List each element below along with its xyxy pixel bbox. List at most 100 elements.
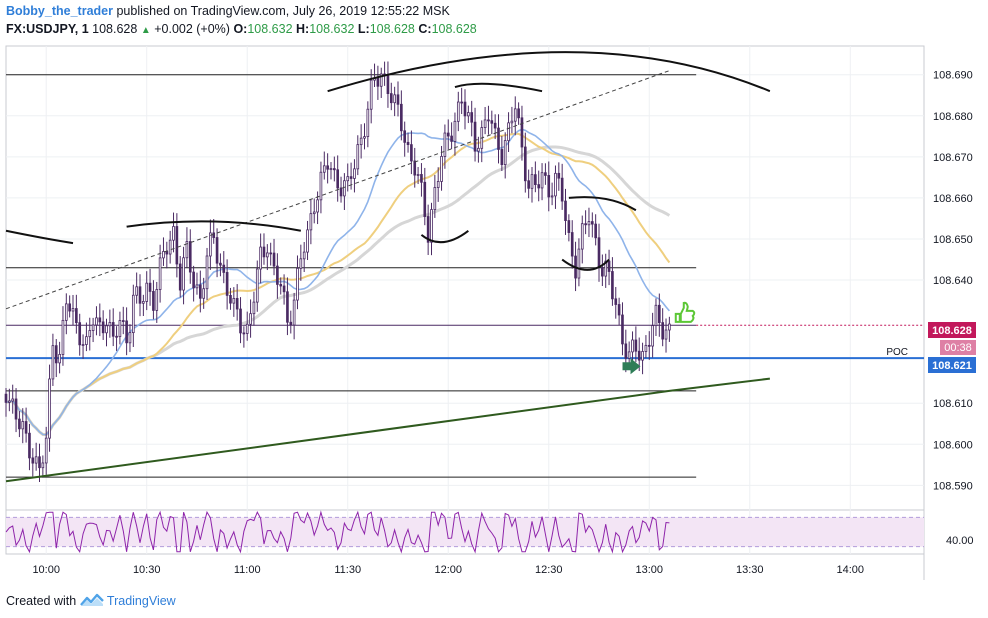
author-name[interactable]: Bobby_the_trader [6, 4, 113, 18]
candle-body [155, 289, 159, 311]
countdown-tag-text: 00:38 [944, 342, 972, 354]
candle-body [557, 172, 561, 179]
candle-body [393, 94, 396, 104]
candle-body [560, 177, 564, 202]
candle-body [453, 120, 457, 142]
candle-body [430, 209, 433, 243]
candle-body [343, 180, 346, 197]
candle-body [507, 122, 510, 142]
candle-body [410, 144, 413, 162]
candle-body [621, 314, 624, 345]
ohlc-legend: FX:USDJPY, 1 108.628 ▲ +0.002 (+0%) O:10… [6, 22, 477, 36]
price-tick-label: 108.650 [933, 234, 973, 246]
candle-body [661, 322, 664, 340]
price-tick-label: 108.640 [933, 275, 973, 287]
poc-price-tag [928, 357, 976, 373]
candle-body [252, 301, 256, 315]
candle-body [188, 241, 192, 273]
channel-trendline [5, 70, 670, 310]
candle-body [302, 251, 306, 260]
time-tick-label: 10:00 [32, 564, 60, 576]
tradingview-link[interactable]: TradingView [106, 594, 176, 608]
candle-body [202, 288, 205, 299]
candle-body [222, 264, 226, 273]
price-tick-label: 108.670 [933, 152, 973, 164]
candle-body [68, 303, 71, 312]
candle-body [366, 108, 370, 137]
candle-body [115, 335, 118, 338]
candle-body [657, 304, 661, 323]
candle-body [487, 119, 490, 122]
candle-body [118, 320, 122, 338]
candle-body [312, 211, 316, 215]
candle-body [379, 73, 383, 87]
arc-top-right [454, 82, 543, 93]
candle-body [446, 132, 450, 137]
candle-body [668, 323, 671, 331]
candle-body [319, 171, 323, 201]
candles [4, 61, 671, 482]
time-tick-label: 13:30 [736, 564, 764, 576]
low-value: 108.628 [369, 22, 415, 36]
countdown-tag [940, 340, 976, 355]
candle-body [142, 301, 145, 304]
up-triangle-icon: ▲ [140, 25, 151, 36]
candle-body [75, 308, 78, 324]
ma-fast-line [5, 128, 671, 436]
rsi-line [5, 510, 670, 554]
candle-body [416, 174, 420, 176]
candle-body [554, 172, 557, 197]
candle-body [249, 313, 252, 325]
candle-body [235, 298, 239, 310]
candle-body [346, 176, 350, 182]
time-tick-label: 11:30 [334, 564, 361, 576]
high-value: 108.632 [309, 22, 355, 36]
candle-body [664, 329, 668, 340]
support-trendline [5, 377, 771, 483]
candle-body [105, 325, 108, 334]
candle-body [21, 421, 25, 430]
tradingview-logo-icon [79, 593, 104, 606]
candle-body [121, 320, 125, 322]
candle-body [400, 103, 403, 132]
candle-body [165, 251, 169, 255]
candle-body [85, 336, 88, 345]
rsi-tick-label: 40.00 [946, 535, 974, 547]
candle-body [4, 393, 8, 403]
candle-body [577, 248, 581, 279]
rsi-indicator [5, 510, 924, 554]
candle-body [48, 378, 51, 439]
candle-body [654, 304, 658, 327]
time-tick-label: 12:30 [535, 564, 563, 576]
candle-body [527, 180, 530, 189]
candle-body [296, 267, 299, 301]
candle-body [232, 298, 236, 304]
close-value: 108.628 [431, 22, 477, 36]
candle-body [550, 195, 554, 198]
arc-trough [420, 229, 469, 244]
candle-body [339, 187, 343, 197]
poc-label: POC [886, 347, 908, 358]
candle-body [95, 317, 98, 326]
candle-body [255, 268, 259, 303]
candle-body [51, 345, 55, 380]
candle-body [580, 223, 584, 250]
candle-body [637, 350, 641, 361]
price-tick-label: 108.610 [933, 398, 973, 410]
candle-body [282, 285, 286, 293]
candle-body [108, 322, 112, 327]
close-label: C: [418, 22, 432, 36]
candle-body [420, 174, 423, 183]
candle-body [38, 456, 41, 469]
candle-body [28, 432, 31, 459]
candle-body [644, 344, 648, 352]
candle-body [44, 437, 48, 464]
candle-body [54, 345, 58, 364]
thumbs-up-icon [674, 301, 696, 323]
ma-mid-line [5, 132, 671, 436]
candle-body [34, 456, 38, 464]
time-tick-label: 13:00 [636, 564, 664, 576]
candle-body [262, 246, 266, 258]
footer: Created with TradingView [6, 593, 176, 608]
